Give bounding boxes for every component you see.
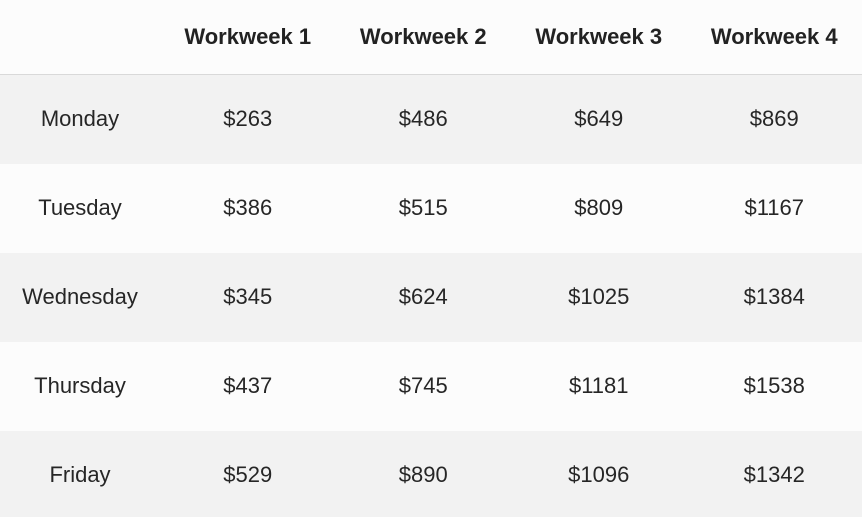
table-cell: $624 xyxy=(335,252,511,342)
table-cell: $345 xyxy=(160,252,336,342)
row-label-day: Wednesday xyxy=(0,252,160,342)
row-label-day: Monday xyxy=(0,74,160,164)
table-cell: $745 xyxy=(335,341,511,431)
table-cell: $515 xyxy=(335,163,511,253)
table-cell: $437 xyxy=(160,341,336,431)
table-cell: $649 xyxy=(511,74,687,164)
table-cell: $1384 xyxy=(686,252,862,342)
column-header-workweek-1: Workweek 1 xyxy=(160,0,336,75)
table-cell: $1181 xyxy=(511,341,687,431)
table-cell: $869 xyxy=(686,74,862,164)
table-cell: $486 xyxy=(335,74,511,164)
column-header-workweek-3: Workweek 3 xyxy=(511,0,687,75)
table-cell: $1025 xyxy=(511,252,687,342)
row-label-day: Friday xyxy=(0,430,160,517)
table-header: Workweek 1 Workweek 2 Workweek 3 Workwee… xyxy=(0,0,862,75)
table-cell: $1167 xyxy=(686,163,862,253)
table-cell: $1096 xyxy=(511,430,687,517)
table-row: Monday $263 $486 $649 $869 xyxy=(0,74,862,164)
row-label-day: Tuesday xyxy=(0,163,160,253)
table-cell: $809 xyxy=(511,163,687,253)
table-cell: $1342 xyxy=(686,430,862,517)
table-cell: $890 xyxy=(335,430,511,517)
header-corner-cell xyxy=(0,0,160,75)
header-row: Workweek 1 Workweek 2 Workweek 3 Workwee… xyxy=(0,0,862,75)
column-header-workweek-4: Workweek 4 xyxy=(686,0,862,75)
table-row: Tuesday $386 $515 $809 $1167 xyxy=(0,163,862,253)
table-cell: $386 xyxy=(160,163,336,253)
row-label-day: Thursday xyxy=(0,341,160,431)
table-cell: $529 xyxy=(160,430,336,517)
table-body: Monday $263 $486 $649 $869 Tuesday $386 … xyxy=(0,74,862,517)
table-row: Wednesday $345 $624 $1025 $1384 xyxy=(0,252,862,342)
column-header-workweek-2: Workweek 2 xyxy=(335,0,511,75)
table-cell: $263 xyxy=(160,74,336,164)
table-row: Friday $529 $890 $1096 $1342 xyxy=(0,430,862,517)
table-cell: $1538 xyxy=(686,341,862,431)
table-row: Thursday $437 $745 $1181 $1538 xyxy=(0,341,862,431)
